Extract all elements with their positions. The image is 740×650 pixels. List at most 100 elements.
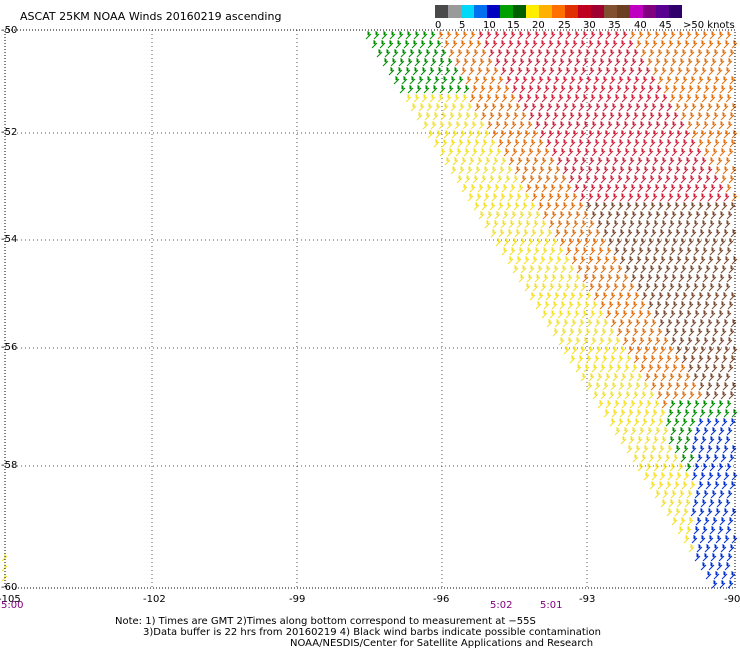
wind-barb [570,103,577,112]
wind-barb [715,256,722,265]
wind-barb [578,103,585,112]
wind-barb [702,58,709,67]
wind-barb [722,319,729,328]
wind-barb [566,58,573,67]
wind-barb [699,130,706,139]
wind-barb [648,175,655,184]
wind-barb [610,103,617,112]
wind-barb [594,103,601,112]
wind-barb [723,193,730,202]
wind-barb [467,40,474,49]
wind-barb [679,238,686,247]
wind-barb [703,301,710,310]
wind-barb [649,202,656,211]
wind-barb [663,364,670,373]
wind-barb [730,319,737,328]
wind-barb [618,229,625,238]
wind-barb [491,40,498,49]
wind-barb [699,40,706,49]
wind-barb [591,238,598,247]
wind-barb [674,382,681,391]
wind-barb [627,256,634,265]
wind-barb [515,256,522,265]
wind-barb [692,373,699,382]
wind-barb [467,193,474,202]
wind-barb [545,202,552,211]
wind-barb [715,193,722,202]
wind-barb [519,148,526,157]
wind-barb [553,202,560,211]
wind-barb [558,211,565,220]
wind-barb [518,121,525,130]
wind-barb [381,31,388,40]
wind-barb [533,94,540,103]
wind-barb [704,454,711,463]
wind-barb [633,202,640,211]
wind-barb [710,58,717,67]
wind-barb [509,31,516,40]
wind-barb [456,49,463,58]
wind-barb [618,103,625,112]
wind-barb [652,373,659,382]
wind-barb [465,76,472,85]
wind-barb [580,220,587,229]
wind-speed-legend: 0 5 10 15 20 25 30 35 40 45 >50 knots [435,5,735,35]
wind-barb [650,319,657,328]
wind-barb [661,310,668,319]
wind-barb [463,148,470,157]
wind-barb [586,103,593,112]
wind-barb [717,94,724,103]
wind-barb [627,40,634,49]
wind-barb [650,103,657,112]
wind-barb [636,157,643,166]
wind-barb [689,202,696,211]
wind-barb [656,112,663,121]
wind-barb [483,193,490,202]
wind-barb [684,157,691,166]
wind-barb [719,580,726,589]
legend-label: 30 [583,20,596,31]
wind-barb [658,166,665,175]
wind-barb [408,49,415,58]
wind-barb [620,67,627,76]
wind-barb [558,337,565,346]
wind-barb [506,103,513,112]
wind-barb [640,328,647,337]
wind-barb [617,355,624,364]
wind-barb [699,193,706,202]
wind-barb [511,148,518,157]
wind-barb [564,283,571,292]
wind-barb [431,85,438,94]
wind-barb [637,400,644,409]
wind-barb [729,481,736,490]
wind-barb [618,319,625,328]
wind-barb [528,265,535,274]
lon-label: -90 [724,594,740,605]
wind-barb [705,76,712,85]
wind-barb [683,40,690,49]
wind-barb [458,166,465,175]
wind-barb [501,94,508,103]
wind-barb [537,139,544,148]
legend-swatch [643,5,656,18]
wind-barb [430,121,437,130]
wind-barb [605,184,612,193]
wind-barb [587,40,594,49]
wind-barb [696,49,703,58]
wind-barb [549,247,556,256]
wind-barb [422,58,429,67]
wind-barb [504,175,511,184]
wind-barb [679,517,686,526]
wind-barb [674,508,681,517]
wind-barb [654,58,661,67]
wind-barb [619,346,626,355]
wind-barb [647,238,654,247]
wind-barb [633,292,640,301]
wind-barb [445,31,452,40]
wind-barb [646,337,653,346]
wind-barb [642,229,649,238]
wind-barb [651,409,658,418]
wind-barb [632,49,639,58]
wind-barb [533,31,540,40]
wind-barb [647,301,654,310]
